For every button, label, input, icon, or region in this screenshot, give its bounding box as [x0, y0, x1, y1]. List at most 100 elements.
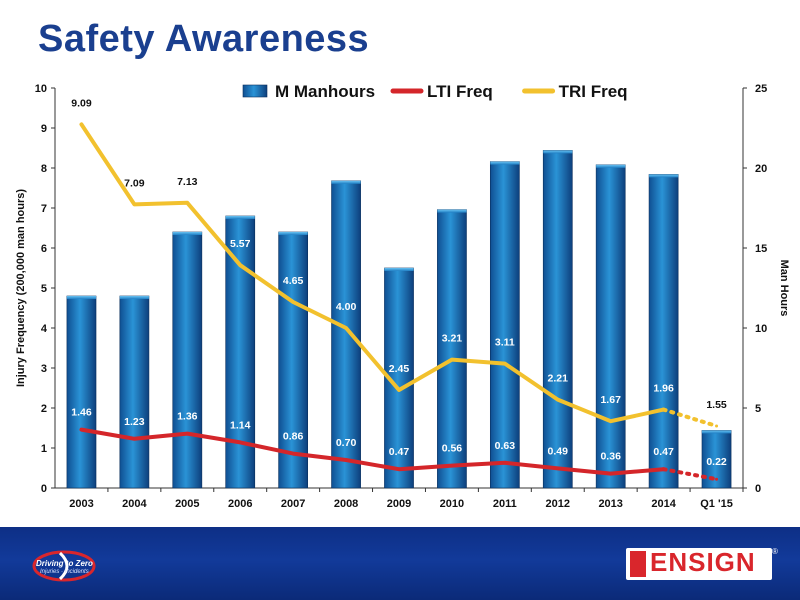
y-tick-label-left: 9	[41, 123, 47, 135]
lti-freq-line-projection	[661, 467, 719, 482]
bar-top	[225, 216, 255, 219]
y-tick-label-right: 25	[755, 83, 767, 95]
ensign-e-mark	[630, 551, 646, 577]
lti-freq-label: 0.22	[706, 456, 727, 468]
lti-freq-point	[79, 428, 83, 432]
y-tick-label-left: 0	[41, 483, 47, 495]
y-tick-label-right: 5	[755, 403, 761, 415]
lti-freq-label: 1.14	[230, 419, 251, 431]
bar-manhours	[331, 180, 361, 489]
lti-freq-point	[503, 461, 507, 465]
y-tick-label-left: 1	[41, 443, 47, 455]
y-tick-label-right: 15	[755, 243, 767, 255]
driving-to-zero-text: Driving to Zero	[36, 559, 93, 568]
lti-freq-point	[609, 472, 613, 476]
x-tick-label: 2011	[493, 498, 517, 510]
lti-freq-line	[79, 427, 666, 476]
lti-freq-label: 0.47	[389, 446, 410, 458]
tri-freq-point	[132, 202, 136, 206]
tri-freq-label: 1.67	[600, 394, 621, 406]
tri-freq-label: 2.21	[548, 373, 569, 385]
bar-top	[66, 296, 97, 299]
y-tick-label-left: 8	[41, 163, 47, 175]
tri-freq-label: 9.09	[71, 97, 92, 109]
bar-manhours	[172, 231, 203, 489]
y-tick-label-left: 10	[35, 83, 47, 95]
tri-freq-label: 1.96	[653, 383, 674, 395]
tri-freq-point	[609, 419, 613, 423]
registered-mark: ®	[772, 547, 778, 556]
tri-freq-label: 3.11	[495, 337, 515, 349]
y-tick-label-right: 20	[755, 163, 767, 175]
bar-manhours	[489, 161, 520, 489]
lti-freq-label: 0.47	[653, 446, 674, 458]
lti-freq-label: 0.36	[600, 451, 621, 463]
tri-freq-label: 3.21	[442, 333, 463, 345]
driving-to-zero-logo	[32, 550, 96, 582]
driving-to-zero-subtext: Injuries · Incidents	[40, 569, 89, 575]
legend-label: LTI Freq	[427, 82, 493, 101]
y-tick-label-left: 2	[41, 403, 47, 415]
y-tick-label-left: 5	[41, 283, 47, 295]
bar-top	[649, 174, 679, 178]
lti-freq-point	[450, 464, 454, 468]
x-tick-label: Q1 '15	[700, 498, 733, 510]
lti-freq-point	[397, 467, 401, 471]
lti-freq-label: 0.63	[495, 440, 516, 452]
page-title: Safety Awareness	[38, 18, 370, 60]
legend-label: M Manhours	[275, 82, 375, 101]
y-tick-label-right: 10	[755, 323, 767, 335]
bar-top	[384, 268, 414, 271]
bar-top	[701, 430, 732, 434]
lti-freq-point	[344, 458, 348, 462]
ensign-logo-text: ENSIGN	[650, 547, 756, 577]
bar-manhours	[437, 209, 467, 489]
x-tick-label: 2004	[122, 498, 147, 510]
bar-top	[278, 232, 308, 235]
tri-freq-point	[185, 201, 189, 205]
bar-top	[490, 161, 520, 165]
tri-freq-point	[662, 408, 666, 412]
bar-manhours	[648, 174, 679, 489]
tri-freq-label: 2.45	[389, 363, 410, 375]
lti-freq-point	[291, 452, 295, 456]
legend-swatch-manhours	[242, 84, 268, 98]
y-tick-label-left: 3	[41, 363, 47, 375]
y-axis-label-left: Injury Frequency (200,000 man hours)	[15, 189, 27, 387]
x-tick-label: 2006	[228, 498, 252, 510]
lti-freq-label: 1.46	[71, 407, 92, 419]
x-tick-label: 2003	[69, 498, 93, 510]
y-tick-label-left: 7	[41, 203, 47, 215]
lti-freq-label: 0.49	[548, 445, 569, 457]
bar-top	[119, 296, 149, 299]
x-tick-label: 2014	[651, 498, 676, 510]
x-tick-label: 2007	[281, 498, 305, 510]
y-axis-label-right: Man Hours	[778, 260, 790, 317]
y-tick-label-left: 4	[41, 323, 48, 335]
bar-top	[331, 180, 361, 184]
bar-manhours	[119, 295, 150, 489]
lti-freq-label: 0.86	[283, 431, 304, 443]
tri-freq-label: 4.65	[283, 275, 304, 287]
lti-freq-point	[556, 466, 560, 470]
lti-freq-label: 0.56	[442, 443, 463, 455]
x-tick-label: 2010	[440, 498, 464, 510]
bar-top	[172, 232, 202, 235]
tri-freq-point	[291, 300, 295, 304]
tri-freq-label: 7.13	[177, 176, 198, 188]
tri-freq-point	[450, 358, 454, 362]
tri-freq-point	[238, 263, 242, 267]
combo-chart: 0 1 2 3 4 5 6 7 8 9 10 0 5 10 15 20 25 Injury Frequency (…	[15, 82, 790, 510]
bar-manhours	[225, 215, 256, 489]
tri-freq-line	[79, 122, 666, 424]
tri-freq-point	[79, 122, 83, 126]
lti-freq-point	[715, 477, 719, 481]
x-tick-label: 2008	[334, 498, 358, 510]
y-tick-label-right: 0	[755, 483, 761, 495]
tri-freq-point	[344, 326, 348, 330]
tri-freq-point	[397, 388, 401, 392]
tri-freq-label: 1.55	[706, 399, 727, 411]
bar-top	[543, 150, 573, 154]
x-tick-label: 2005	[175, 498, 199, 510]
bar-manhours	[66, 295, 97, 489]
